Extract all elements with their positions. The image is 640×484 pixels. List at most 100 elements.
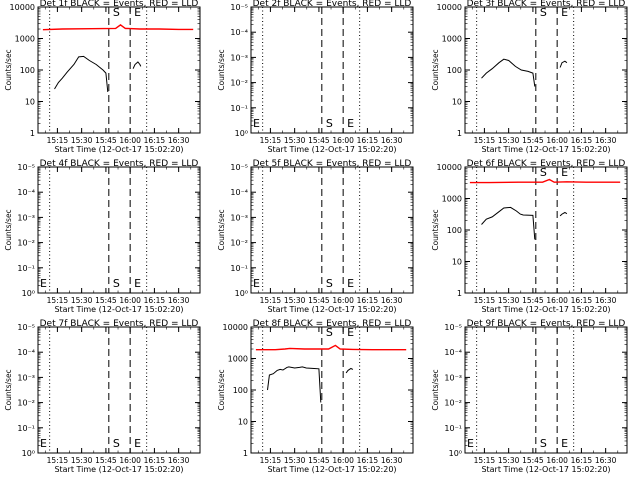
x-tick-label: 16:15: [144, 456, 166, 465]
x-axis-label: Start Time (12-Oct-17 15:02:20): [54, 145, 183, 154]
y-tick-label: 10⁻²: [230, 79, 248, 88]
x-tick-label: 16:30: [595, 136, 617, 145]
start-marker-label: S: [326, 277, 333, 290]
x-tick-label: 16:30: [168, 136, 190, 145]
x-tick-label: 15:15: [47, 136, 69, 145]
panel-title: Det 4f BLACK = Events, RED = LLD: [40, 159, 199, 169]
x-tick-label: 15:30: [284, 456, 306, 465]
x-tick-label: 15:15: [474, 296, 496, 305]
y-axis-label: Counts/sec: [431, 49, 440, 90]
y-tick-label: 10⁻²: [444, 399, 462, 408]
x-tick-label: 15:45: [95, 456, 117, 465]
x-tick-label: 15:15: [260, 136, 282, 145]
start-marker-label: S: [113, 437, 120, 450]
x-tick-label: 16:15: [357, 456, 379, 465]
x-tick-label: 16:00: [546, 456, 568, 465]
y-tick-label: 100: [447, 66, 462, 75]
x-tick-label: 15:45: [95, 136, 117, 145]
y-tick-label: 1000: [442, 35, 462, 44]
y-tick-label: 10: [238, 418, 248, 427]
detector-panel-4: Det 4f BLACK = Events, RED = LLD 10⁰ 10⁻¹ 1…: [4, 159, 201, 314]
panel-title: Det 5f BLACK = Events, RED = LLD: [253, 159, 412, 169]
y-tick-label: 10⁻¹: [230, 264, 248, 273]
y-tick-label: 10⁻⁵: [17, 163, 35, 172]
y-tick-label: 10⁰: [449, 449, 462, 458]
start-marker-label: S: [540, 6, 547, 19]
y-tick-label: 10: [452, 98, 462, 107]
y-tick-label: 10⁻³: [230, 213, 248, 222]
x-tick-label: 15:45: [308, 296, 330, 305]
x-tick-label: 16:00: [332, 136, 354, 145]
x-tick-label: 16:00: [332, 456, 354, 465]
y-tick-label: 10⁻³: [444, 373, 462, 382]
detector-panel-9: Det 9f BLACK = Events, RED = LLD 10⁰ 10⁻¹ 1…: [431, 319, 628, 474]
x-tick-label: 15:15: [474, 456, 496, 465]
y-tick-label: 1: [457, 289, 462, 298]
x-tick-label: 16:30: [595, 296, 617, 305]
y-tick-label: 10⁰: [22, 289, 35, 298]
x-tick-label: 15:45: [522, 296, 544, 305]
panel-title: Det 3f BLACK = Events, RED = LLD: [467, 0, 626, 9]
y-tick-label: 10⁻³: [17, 213, 35, 222]
y-tick-label: 10⁻¹: [17, 424, 35, 433]
plot-frame: [464, 6, 628, 134]
x-tick-label: 16:30: [595, 456, 617, 465]
y-axis-label: Counts/sec: [217, 49, 226, 90]
x-tick-label: 15:45: [308, 456, 330, 465]
start-marker-label: S: [113, 277, 120, 290]
x-tick-label: 15:45: [522, 456, 544, 465]
y-axis-label: Counts/sec: [217, 209, 226, 250]
x-tick-label: 16:15: [144, 136, 166, 145]
x-tick-label: 16:00: [546, 296, 568, 305]
edge-marker-label: E: [40, 277, 47, 290]
y-tick-label: 10⁻⁵: [17, 323, 35, 332]
x-tick-label: 15:30: [498, 456, 520, 465]
y-tick-label: 10⁻⁴: [17, 188, 35, 197]
x-tick-label: 15:30: [284, 136, 306, 145]
x-tick-label: 16:15: [571, 136, 593, 145]
end-marker-label: E: [347, 117, 354, 130]
y-axis-label: Counts/sec: [4, 49, 13, 90]
edge-marker-label: E: [253, 277, 260, 290]
y-tick-label: 10000: [437, 163, 462, 172]
x-axis-label: Start Time (12-Oct-17 15:02:20): [54, 465, 183, 474]
events-series-line: [481, 206, 536, 240]
y-tick-label: 1000: [442, 195, 462, 204]
x-tick-label: 15:15: [260, 456, 282, 465]
x-axis-label: Start Time (12-Oct-17 15:02:20): [481, 305, 610, 314]
x-tick-label: 15:15: [47, 296, 69, 305]
y-tick-label: 10⁻³: [230, 53, 248, 62]
x-tick-label: 15:45: [95, 296, 117, 305]
end-marker-label: E: [561, 6, 568, 19]
y-tick-label: 10000: [437, 3, 462, 12]
end-marker-label: E: [347, 326, 354, 339]
y-tick-label: 10⁻¹: [444, 424, 462, 433]
x-axis-label: Start Time (12-Oct-17 15:02:20): [267, 305, 396, 314]
x-axis-label: Start Time (12-Oct-17 15:02:20): [54, 305, 183, 314]
x-tick-label: 15:15: [474, 136, 496, 145]
y-axis-label: Counts/sec: [4, 209, 13, 250]
y-axis-label: Counts/sec: [217, 369, 226, 410]
y-tick-label: 10000: [223, 323, 248, 332]
events-series-line: [345, 367, 354, 374]
x-tick-label: 16:15: [357, 296, 379, 305]
events-series-line: [267, 366, 322, 403]
x-tick-label: 16:00: [119, 136, 141, 145]
x-tick-label: 16:15: [144, 296, 166, 305]
panel-title: Det 2f BLACK = Events, RED = LLD: [253, 0, 412, 9]
end-marker-label: E: [561, 437, 568, 450]
lld-series-line: [255, 344, 407, 351]
y-tick-label: 1000: [228, 355, 248, 364]
edge-marker-label: E: [467, 437, 474, 450]
x-tick-label: 15:30: [71, 136, 93, 145]
detector-panel-3: Det 3f BLACK = Events, RED = LLD 1 10 100 10…: [431, 0, 628, 154]
y-tick-label: 10⁻⁴: [230, 28, 248, 37]
y-tick-label: 10⁻¹: [17, 264, 35, 273]
plot-frame: [464, 166, 628, 294]
events-series-line: [54, 55, 109, 93]
y-axis-label: Counts/sec: [4, 369, 13, 410]
x-tick-label: 16:00: [119, 296, 141, 305]
end-marker-label: E: [134, 6, 141, 19]
start-marker-label: S: [326, 326, 333, 339]
